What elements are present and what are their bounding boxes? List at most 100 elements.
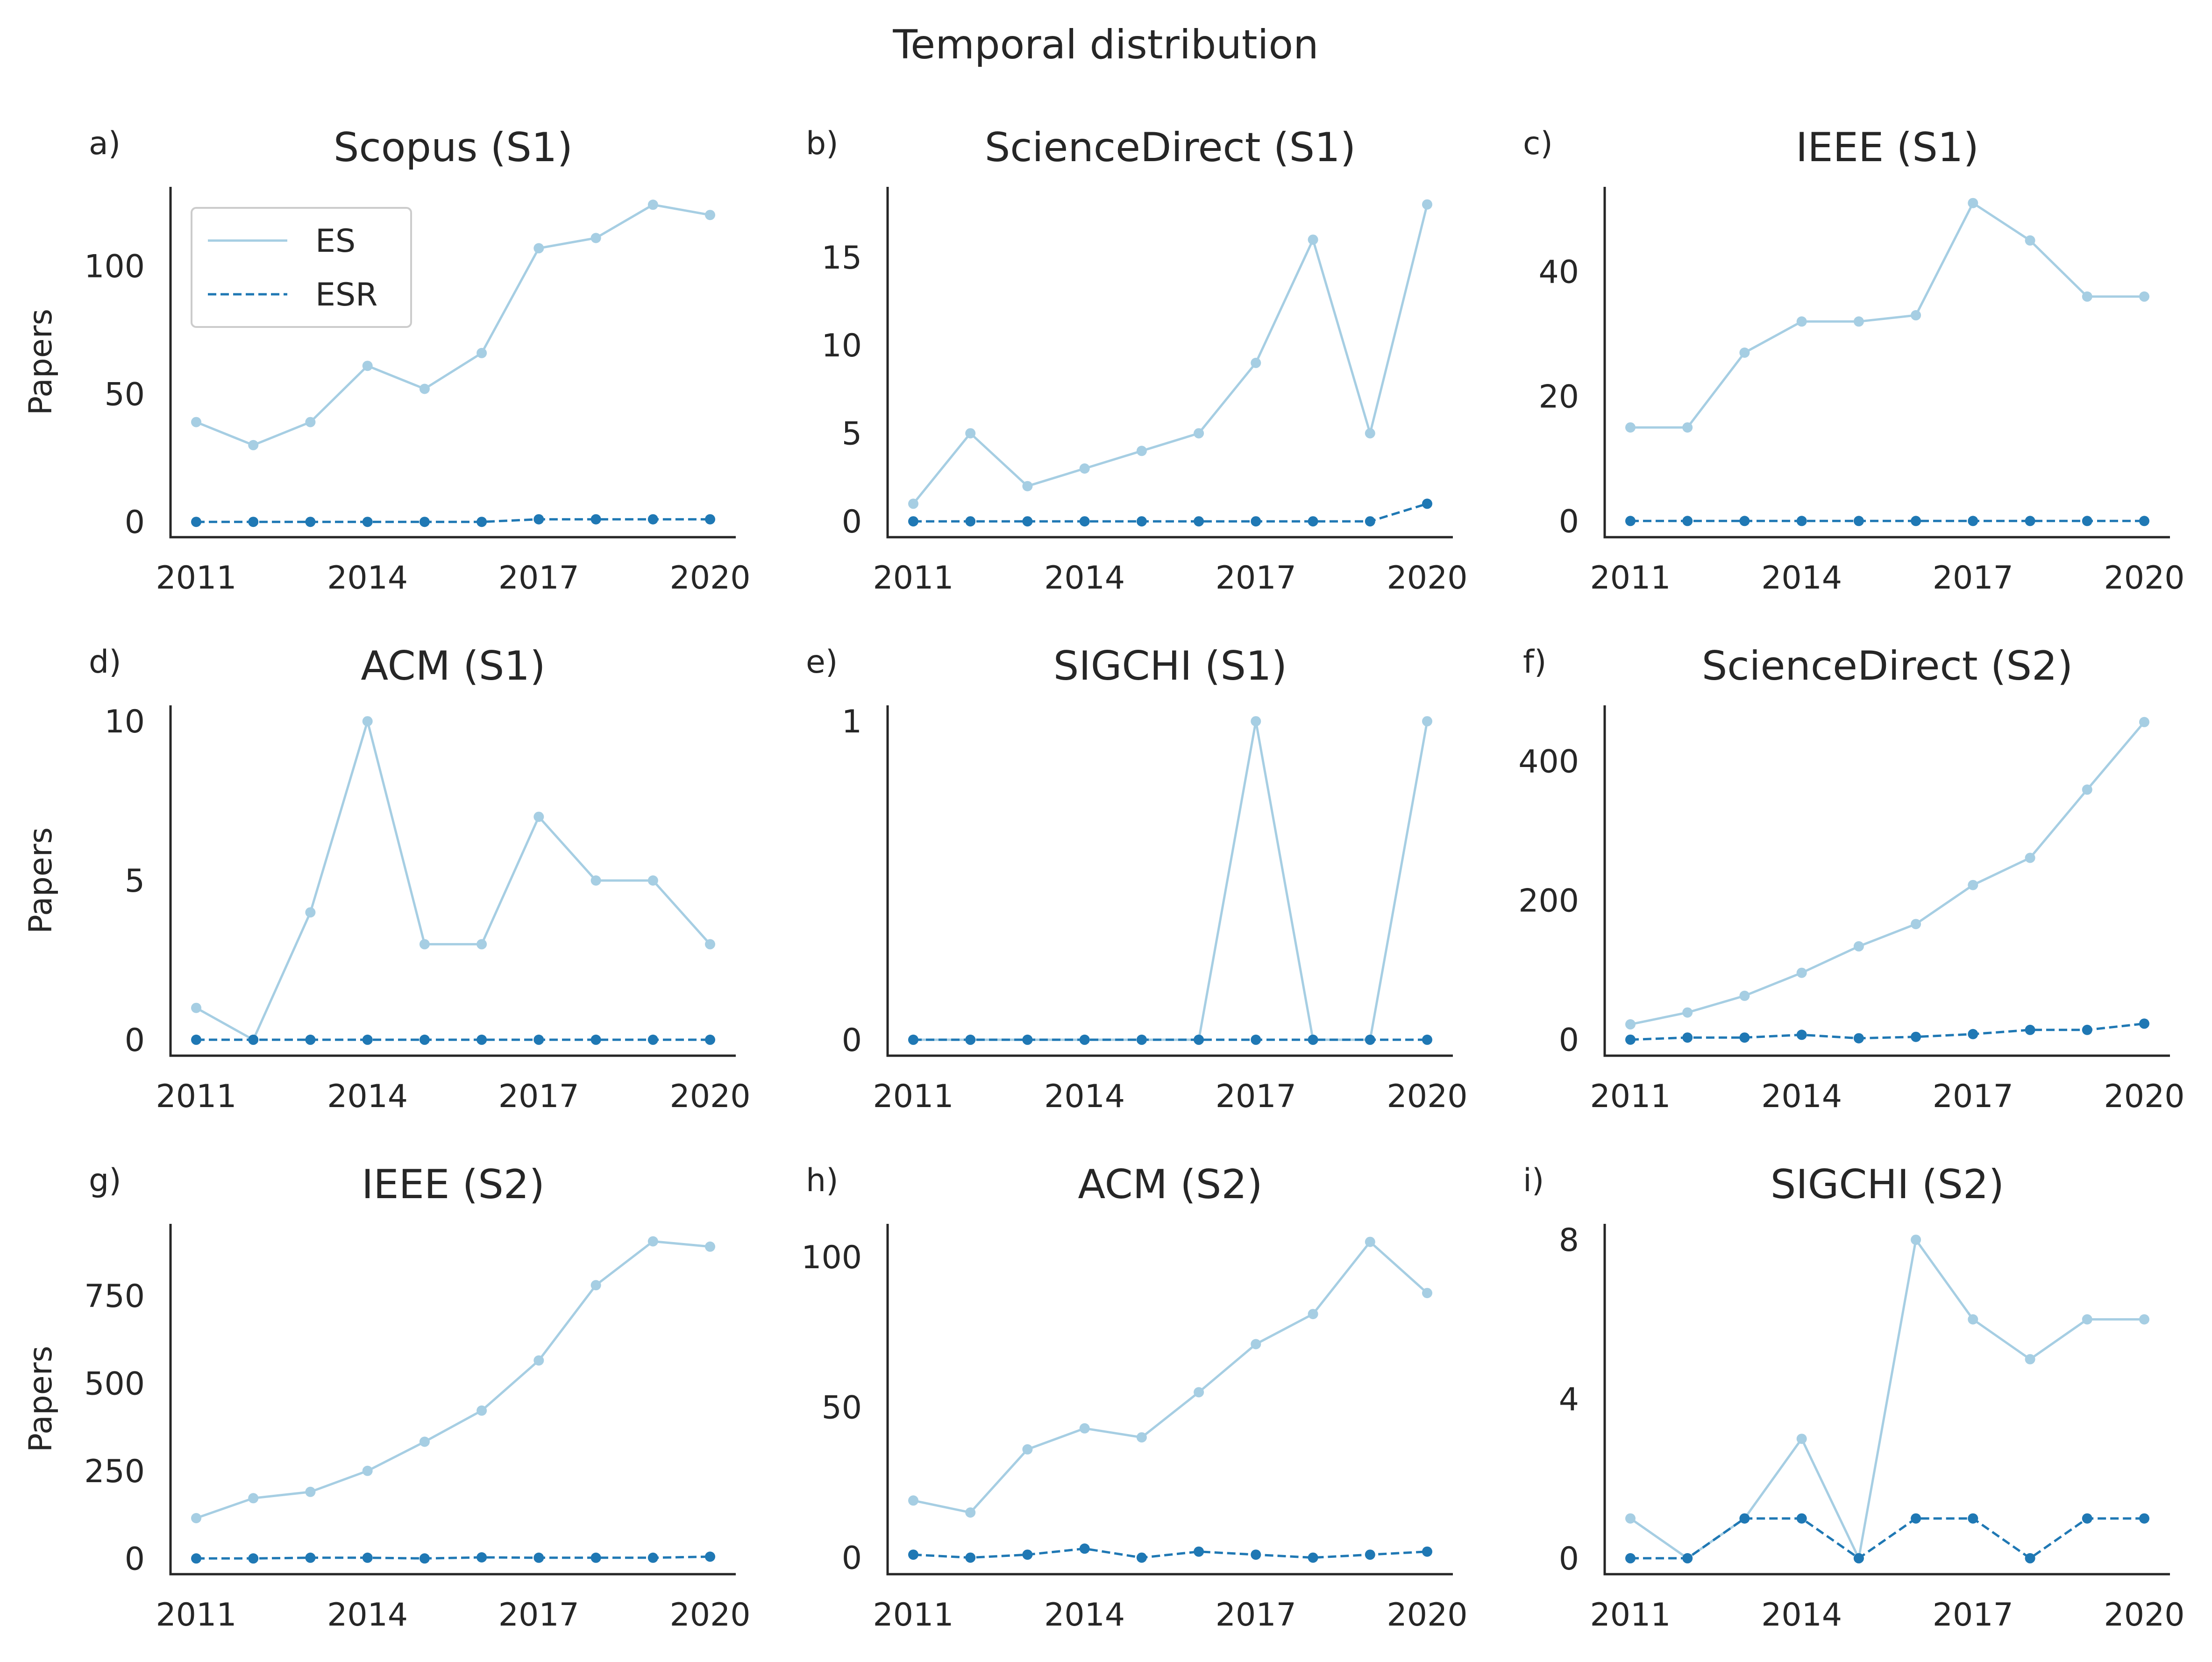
data-point-esr — [1739, 1513, 1750, 1524]
data-point-esr — [1682, 1032, 1693, 1043]
data-point-es — [908, 498, 918, 509]
data-point-es — [1853, 316, 1864, 327]
data-point-esr — [647, 1552, 658, 1563]
x-tick-label: 2011 — [873, 1078, 953, 1115]
series-line-esr — [1630, 1517, 2144, 1560]
data-point-es — [965, 428, 976, 439]
data-point-es — [248, 1493, 259, 1504]
data-point-es — [908, 1495, 918, 1506]
data-point-esr — [2025, 1024, 2035, 1035]
panel-letter: d) — [89, 644, 121, 681]
data-point-es — [1422, 199, 1432, 210]
y-axis-label: Papers — [22, 1346, 59, 1452]
panel-acm-s1: d) ACM (S1) 0 5 10 2011 2014 2017 2020 Papers — [22, 643, 751, 1115]
x-tick-label: 2020 — [1387, 1597, 1467, 1634]
axis-spines — [169, 1224, 736, 1576]
data-point-esr — [362, 517, 373, 527]
data-point-esr — [419, 1553, 430, 1564]
panel-title: SIGCHI (S2) — [1771, 1161, 2004, 1208]
x-tick-label: 2020 — [669, 1597, 750, 1634]
x-tick-label: 2017 — [1216, 560, 1296, 597]
axis-spines — [1603, 187, 2170, 539]
data-point-esr — [1796, 516, 1807, 526]
data-point-esr — [1911, 1031, 1921, 1042]
data-point-es — [1079, 1423, 1090, 1434]
panel-letter: f) — [1523, 644, 1546, 681]
data-point-esr — [647, 514, 658, 525]
data-point-esr — [1625, 1553, 1636, 1563]
x-tick-label: 2014 — [1044, 1597, 1125, 1634]
data-point-es — [2082, 784, 2092, 795]
series-esr — [191, 1034, 715, 1045]
data-point-es — [305, 907, 316, 918]
x-tick-label: 2011 — [156, 1597, 236, 1634]
panel-sciencedirect-s1: b) ScienceDirect (S1) 0 5 10 15 2011 2014 2017 20… — [806, 124, 1468, 597]
x-tick-label: 2020 — [1387, 1078, 1467, 1115]
data-point-esr — [1251, 1034, 1261, 1045]
series-line-esr — [196, 1555, 711, 1560]
data-point-es — [1796, 316, 1807, 327]
data-point-es — [248, 440, 259, 450]
data-point-esr — [533, 1034, 544, 1045]
y-tick-label: 0 — [1559, 503, 1579, 540]
x-tick-label: 2014 — [1761, 1597, 1842, 1634]
data-point-esr — [1194, 516, 1204, 527]
panel-sigchi-s1: e) SIGCHI (S1) 0 1 2011 2014 2017 2020 — [806, 643, 1468, 1115]
data-point-esr — [647, 1034, 658, 1045]
series-line-es — [913, 721, 1429, 1041]
data-point-es — [590, 1280, 601, 1291]
x-tick-label: 2014 — [327, 1597, 408, 1634]
data-point-es — [1422, 716, 1432, 727]
data-point-es — [1739, 990, 1750, 1001]
data-point-es — [419, 939, 430, 950]
data-point-es — [419, 1436, 430, 1447]
panel-letter: h) — [806, 1162, 839, 1199]
data-point-es — [1308, 234, 1318, 245]
data-point-esr — [1968, 516, 1978, 526]
data-point-es — [1422, 1288, 1432, 1299]
y-tick-label: 0 — [842, 1022, 862, 1059]
series-line-es — [913, 1240, 1428, 1514]
data-point-esr — [248, 517, 259, 527]
data-point-esr — [705, 1034, 715, 1045]
data-point-es — [1625, 422, 1636, 433]
data-point-es — [1194, 428, 1204, 439]
axis-spines — [1603, 1224, 2170, 1576]
y-tick-label: 10 — [104, 703, 145, 740]
series-esr — [1625, 1018, 2149, 1045]
data-point-esr — [2139, 1018, 2149, 1029]
data-point-esr — [965, 1552, 976, 1563]
data-point-esr — [590, 1034, 601, 1045]
y-tick-label: 20 — [1538, 378, 1579, 415]
x-tick-label: 2011 — [1590, 560, 1671, 597]
data-point-esr — [1365, 1034, 1375, 1045]
series-line-es — [1629, 1236, 2144, 1562]
data-point-esr — [1853, 516, 1864, 526]
data-point-esr — [1968, 1513, 1978, 1524]
data-point-esr — [1739, 516, 1750, 526]
data-point-es — [647, 1236, 658, 1247]
y-tick-label: 100 — [801, 1239, 862, 1276]
legend-label-esr: ESR — [315, 277, 377, 313]
x-tick-label: 2017 — [1216, 1597, 1296, 1634]
y-tick-label: 5 — [125, 863, 145, 900]
data-point-es — [1625, 1513, 1636, 1524]
data-point-es — [965, 1507, 976, 1518]
panel-title: ScienceDirect (S2) — [1702, 643, 2073, 689]
x-tick-label: 2014 — [327, 560, 408, 597]
data-point-esr — [533, 514, 544, 525]
data-point-esr — [1853, 1033, 1864, 1044]
data-point-esr — [1308, 1034, 1318, 1045]
data-point-es — [1796, 1434, 1807, 1444]
data-point-es — [1194, 1387, 1204, 1398]
axis-spines — [169, 705, 736, 1057]
data-point-es — [1136, 1432, 1147, 1443]
x-tick-label: 2017 — [1933, 1078, 2013, 1115]
data-point-es — [1968, 1314, 1978, 1325]
data-point-esr — [1682, 516, 1693, 526]
y-tick-label: 0 — [125, 1541, 145, 1577]
data-point-esr — [1022, 516, 1033, 527]
y-tick-label: 50 — [821, 1390, 862, 1427]
panel-title: SIGCHI (S1) — [1053, 643, 1287, 689]
data-point-esr — [191, 1553, 201, 1564]
